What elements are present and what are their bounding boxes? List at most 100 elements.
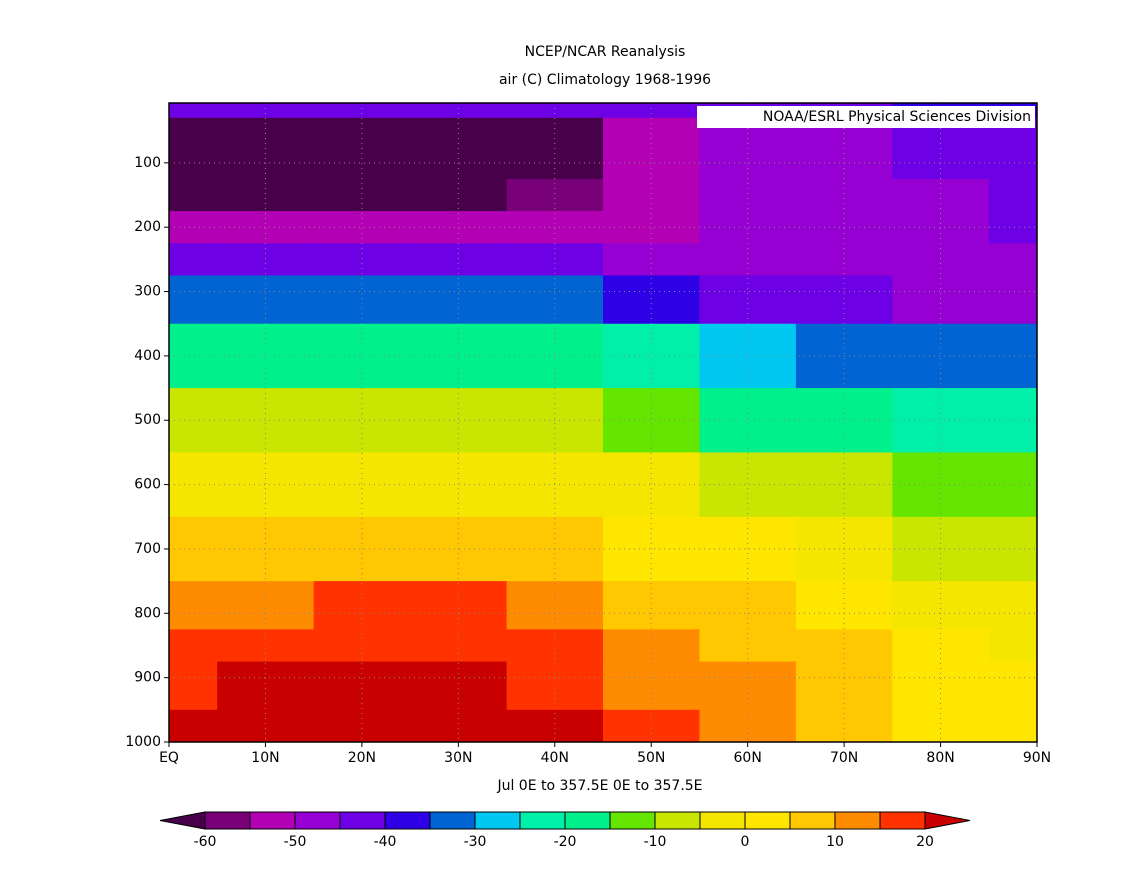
y-tick-label: 500	[134, 412, 161, 428]
contour-cell	[169, 388, 218, 453]
colorbar-box	[204, 811, 251, 830]
y-tick-label: 200	[134, 219, 161, 235]
contour-cell	[988, 661, 1038, 711]
contour-cell	[506, 117, 604, 148]
contour-cell	[988, 709, 1038, 743]
contour-cell	[169, 661, 218, 711]
x-tick-label: EQ	[159, 750, 179, 766]
colorbar-tick-label: -40	[374, 834, 397, 850]
x-tick-label: 20N	[348, 750, 376, 766]
contour-cell	[988, 146, 1038, 180]
colorbar-tick-label: -30	[464, 834, 487, 850]
plot-frame	[168, 102, 1038, 743]
chart-title: NCEP/NCAR Reanalysis	[525, 44, 686, 60]
x-tick-label: 40N	[541, 750, 569, 766]
contour-cell	[217, 275, 315, 325]
contour-cell	[892, 629, 990, 663]
contour-cell	[410, 117, 508, 148]
colorbar-box	[339, 811, 386, 830]
contour-cell	[506, 103, 604, 119]
colorbar-tick-label: -10	[644, 834, 667, 850]
y-tick-label: 900	[134, 670, 161, 686]
contour-cell	[217, 178, 315, 212]
contour-cell	[217, 117, 315, 148]
contour-cell	[506, 275, 604, 325]
contour-cell	[699, 516, 797, 582]
contour-cell	[169, 709, 218, 743]
contour-cell	[313, 178, 411, 212]
contour-cell	[892, 661, 990, 711]
colorbar-tick-label: -20	[554, 834, 577, 850]
contour-cell	[892, 275, 990, 325]
colorbar-tick-label: -50	[284, 834, 307, 850]
y-tick-label: 700	[134, 541, 161, 557]
contour-cell	[169, 243, 218, 276]
contour-cell	[988, 275, 1038, 325]
contour-cell	[217, 581, 315, 630]
colorbar-box	[564, 811, 611, 830]
contour-cell	[506, 178, 604, 212]
contour-cell	[603, 629, 700, 663]
contour-cell	[603, 516, 700, 582]
contour-cell	[988, 516, 1038, 582]
colorbar-tick-label: -60	[194, 834, 217, 850]
colorbar-box	[429, 811, 476, 830]
contour-cell	[217, 661, 315, 711]
contour-cell	[603, 452, 700, 518]
contour-cell	[313, 581, 411, 630]
contour-cell	[217, 629, 315, 663]
contour-cell	[410, 275, 508, 325]
contour-cell	[699, 661, 797, 711]
contour-cell	[795, 178, 893, 212]
contour-cell	[506, 323, 604, 389]
y-tick-label: 100	[134, 155, 161, 171]
contour-cell	[795, 629, 893, 663]
contour-cell	[169, 211, 218, 244]
colorbar-box	[474, 811, 521, 830]
contour-cell	[410, 661, 508, 711]
contour-cell	[169, 581, 218, 630]
x-tick-label: 30N	[444, 750, 472, 766]
contour-cell	[410, 323, 508, 389]
contour-cell	[313, 661, 411, 711]
contour-cell	[169, 275, 218, 325]
contour-cell	[988, 581, 1038, 630]
contour-cell	[699, 323, 797, 389]
contour-cell	[988, 178, 1038, 212]
contour-cell	[313, 516, 411, 582]
contour-cell	[795, 581, 893, 630]
colorbar-tick-label: 20	[916, 834, 934, 850]
contour-cell	[699, 629, 797, 663]
contour-cell	[988, 452, 1038, 518]
contour-cell	[699, 452, 797, 518]
contour-cell	[795, 275, 893, 325]
contour-cell	[699, 275, 797, 325]
contour-cell	[892, 581, 990, 630]
x-tick-label: 10N	[251, 750, 279, 766]
colorbar-tick-label: 10	[826, 834, 844, 850]
contour-cell	[169, 178, 218, 212]
contour-cell	[603, 178, 700, 212]
contour-cell	[313, 629, 411, 663]
x-axis-label: Jul 0E to 357.5E 0E to 357.5E	[496, 778, 702, 794]
contour-cell	[892, 178, 990, 212]
x-tick-label: 70N	[830, 750, 858, 766]
colorbar-box	[249, 811, 296, 830]
y-tick-label: 400	[134, 348, 161, 364]
contour-cell	[313, 709, 411, 743]
contour-cell	[603, 103, 700, 119]
contour-cell	[410, 103, 508, 119]
contour-cell	[988, 629, 1038, 663]
contour-cell	[217, 323, 315, 389]
contour-cell	[603, 661, 700, 711]
contour-cell	[506, 516, 604, 582]
x-tick-label: 60N	[734, 750, 762, 766]
contour-cell	[892, 709, 990, 743]
colorbar-triangle	[159, 811, 206, 830]
contour-cell	[313, 103, 411, 119]
contour-field	[169, 103, 1038, 743]
x-tick-label: 50N	[637, 750, 665, 766]
contour-cell	[169, 117, 218, 148]
contour-cell	[699, 178, 797, 212]
